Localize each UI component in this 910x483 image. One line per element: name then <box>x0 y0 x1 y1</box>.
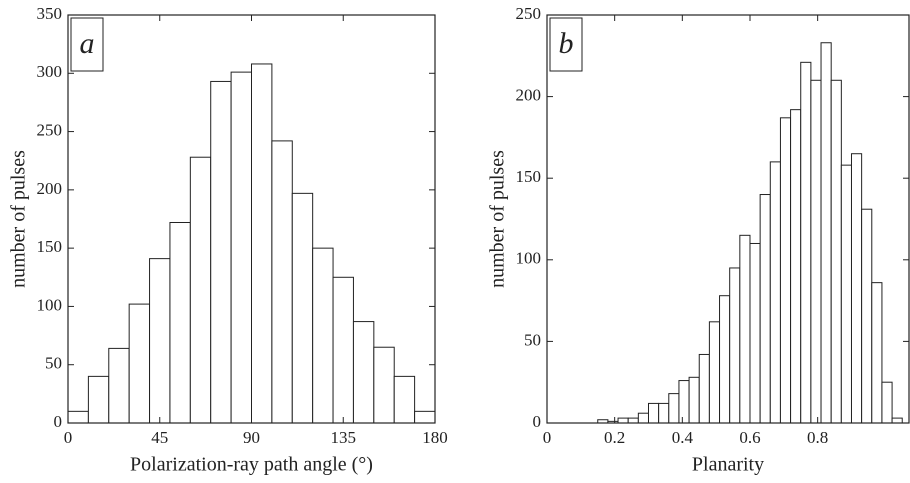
y-tick-label: 50 <box>45 354 62 373</box>
axes-frame <box>546 14 910 424</box>
bar <box>820 42 832 424</box>
x-tick-label: 0 <box>543 428 552 447</box>
bar <box>749 242 761 424</box>
bar <box>271 140 293 424</box>
bar <box>698 353 710 424</box>
panel-label-box <box>549 17 583 72</box>
panel-label: b <box>559 27 574 60</box>
bar <box>840 164 852 424</box>
y-tick-label: 350 <box>37 4 63 23</box>
bar <box>627 417 639 424</box>
bar <box>373 346 395 424</box>
x-tick-label: 0.6 <box>739 428 760 447</box>
bar <box>729 267 741 424</box>
x-tick-label: 0 <box>64 428 73 447</box>
bar <box>759 194 771 424</box>
bar <box>108 347 130 424</box>
bar <box>230 71 253 424</box>
y-tick-label: 250 <box>37 120 63 139</box>
bar <box>291 192 314 424</box>
bar <box>871 282 883 424</box>
x-tick-label: 135 <box>331 428 357 447</box>
bar <box>647 402 660 424</box>
bar <box>790 109 802 424</box>
x-tick-label: 0.4 <box>672 428 694 447</box>
bar <box>169 221 191 424</box>
y-tick-label: 200 <box>516 86 542 105</box>
x-tick-label: 180 <box>422 428 448 447</box>
y-tick-label: 150 <box>516 167 542 186</box>
bar <box>87 375 110 424</box>
bar <box>67 410 89 424</box>
bar <box>658 402 670 424</box>
bar <box>189 156 212 424</box>
y-tick-label: 300 <box>37 62 63 81</box>
y-tick-label: 0 <box>533 412 542 431</box>
bar <box>881 381 893 424</box>
bar <box>128 303 151 424</box>
bar <box>210 80 232 424</box>
bar <box>668 393 680 424</box>
y-tick-label: 100 <box>37 295 63 314</box>
bar <box>800 61 812 424</box>
bar <box>891 417 903 424</box>
y-tick-label: 50 <box>524 330 541 349</box>
bar <box>708 321 721 424</box>
bar <box>739 234 751 424</box>
bar <box>810 79 822 424</box>
y-tick-label: 0 <box>54 412 63 431</box>
bar <box>678 380 690 424</box>
y-tick-label: 200 <box>37 179 63 198</box>
bar <box>830 79 842 424</box>
bar <box>688 376 700 424</box>
y-tick-label: 150 <box>37 237 63 256</box>
x-tick-label: 90 <box>243 428 260 447</box>
bar <box>719 295 731 424</box>
bar <box>779 117 792 424</box>
panel-label: a <box>80 27 95 60</box>
bar <box>769 161 781 424</box>
bar <box>637 412 649 424</box>
bar <box>850 153 863 424</box>
bar <box>617 417 629 424</box>
y-axis-label: number of pulses <box>8 150 30 288</box>
bar <box>332 276 354 424</box>
x-axis-label: Planarity <box>692 454 764 476</box>
y-tick-label: 250 <box>516 4 542 23</box>
x-tick-label: 0.8 <box>807 428 828 447</box>
bar <box>414 410 436 424</box>
panel-label-box <box>70 17 104 72</box>
bar <box>312 247 334 424</box>
bar <box>393 375 416 424</box>
y-tick-label: 100 <box>516 249 542 268</box>
x-axis-label: Polarization-ray path angle (°) <box>130 454 373 476</box>
bar <box>352 321 375 424</box>
x-tick-label: 45 <box>151 428 168 447</box>
bar <box>149 258 171 424</box>
bar <box>251 63 273 424</box>
bar <box>861 208 873 424</box>
x-tick-label: 0.2 <box>604 428 625 447</box>
y-axis-label: number of pulses <box>487 150 509 288</box>
